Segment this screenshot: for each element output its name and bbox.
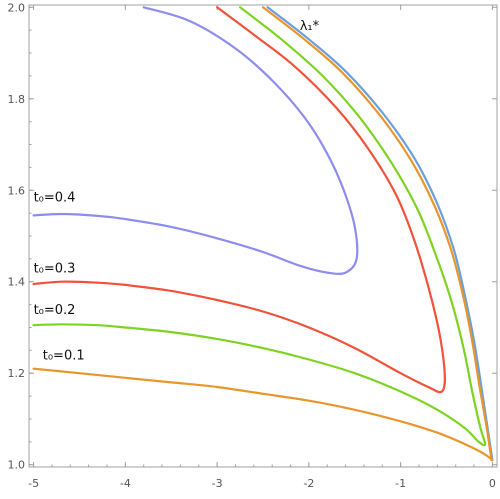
curve-t0-0.2 (32, 6, 487, 447)
y-tick-label: 1.2 (8, 367, 26, 380)
curve-t0-0.3 (32, 6, 446, 394)
y-tick-label: 1.8 (8, 93, 26, 106)
curve-t0-0.1 (32, 367, 494, 462)
curve-annotation: t₀=0.2 (34, 303, 76, 318)
curve-annotation: t₀=0.1 (43, 349, 85, 364)
axis-ticks: -5 -4 -3 -2 -1 0 1.0 1.2 1.4 1.6 1.8 2.0 (8, 1, 497, 490)
x-tick-label: -5 (28, 477, 39, 490)
curve-annotation: λ₁* (300, 19, 320, 34)
curves (32, 6, 494, 462)
curve-labels: t₀=0.4 t₀=0.3 t₀=0.2 t₀=0.1 λ₁* (34, 19, 320, 363)
y-tick-label: 1.0 (8, 459, 26, 472)
y-tick-label: 2.0 (8, 1, 26, 14)
y-tick-label: 1.4 (8, 276, 26, 289)
curve-lambda1-star (266, 6, 494, 462)
curve-orange-envelope (261, 6, 493, 462)
y-tick-label: 1.6 (8, 184, 26, 197)
curve-t0-0.4 (32, 6, 359, 276)
x-tick-label: -2 (303, 477, 314, 490)
x-tick-label: -3 (212, 477, 223, 490)
x-tick-label: 0 (489, 477, 496, 490)
x-tick-label: -4 (120, 477, 131, 490)
x-tick-label: -1 (395, 477, 406, 490)
curve-annotation: t₀=0.4 (34, 191, 76, 206)
plot-frame (28, 4, 498, 468)
curve-annotation: t₀=0.3 (34, 262, 76, 277)
